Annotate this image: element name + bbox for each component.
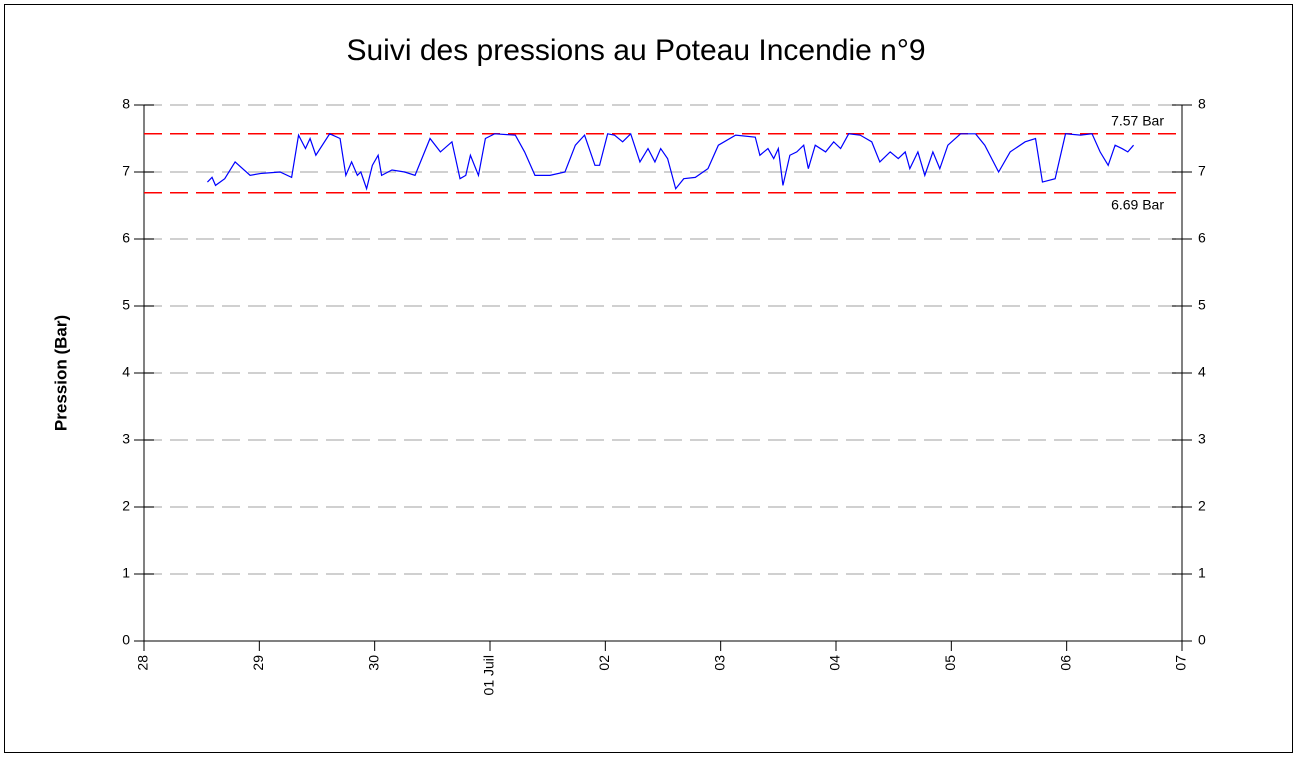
y2-tick-label: 1 bbox=[1198, 565, 1206, 581]
y-tick-label: 1 bbox=[122, 565, 130, 581]
chart-title: Suivi des pressions au Poteau Incendie n… bbox=[346, 34, 925, 67]
y-tick-label: 3 bbox=[122, 431, 130, 447]
x-tick-label: 03 bbox=[711, 655, 727, 671]
x-tick-label: 05 bbox=[942, 655, 958, 671]
y-tick-label: 6 bbox=[122, 230, 130, 246]
y-tick-label: 5 bbox=[122, 297, 130, 313]
y-tick-label: 7 bbox=[122, 163, 130, 179]
x-tick-label: 07 bbox=[1173, 655, 1189, 671]
series-line bbox=[207, 132, 1135, 191]
y2-tick-label: 2 bbox=[1198, 498, 1206, 514]
x-tick-label: 28 bbox=[135, 655, 151, 671]
x-tick-label: 02 bbox=[596, 655, 612, 671]
threshold-label: 6.69 Bar bbox=[1111, 196, 1164, 212]
y-tick-label: 8 bbox=[122, 96, 130, 112]
x-tick-label: 06 bbox=[1057, 655, 1073, 671]
y2-tick-label: 4 bbox=[1198, 364, 1206, 380]
y2-tick-label: 6 bbox=[1198, 230, 1206, 246]
y2-tick-label: 0 bbox=[1198, 632, 1206, 648]
y2-tick-label: 8 bbox=[1198, 96, 1206, 112]
y2-tick-label: 7 bbox=[1198, 163, 1206, 179]
y2-tick-label: 3 bbox=[1198, 431, 1206, 447]
y-axis-label: Pression (Bar) bbox=[51, 315, 70, 431]
y-tick-label: 2 bbox=[122, 498, 130, 514]
x-tick-label: 29 bbox=[250, 655, 266, 671]
threshold-label: 7.57 Bar bbox=[1111, 113, 1164, 129]
frame bbox=[4, 4, 1293, 753]
x-tick-label: 01 Juil bbox=[481, 655, 497, 695]
x-tick-label: 04 bbox=[827, 655, 843, 671]
y2-tick-label: 5 bbox=[1198, 297, 1206, 313]
y-tick-label: 4 bbox=[122, 364, 130, 380]
y-tick-label: 0 bbox=[122, 632, 130, 648]
x-tick-label: 30 bbox=[365, 655, 381, 671]
